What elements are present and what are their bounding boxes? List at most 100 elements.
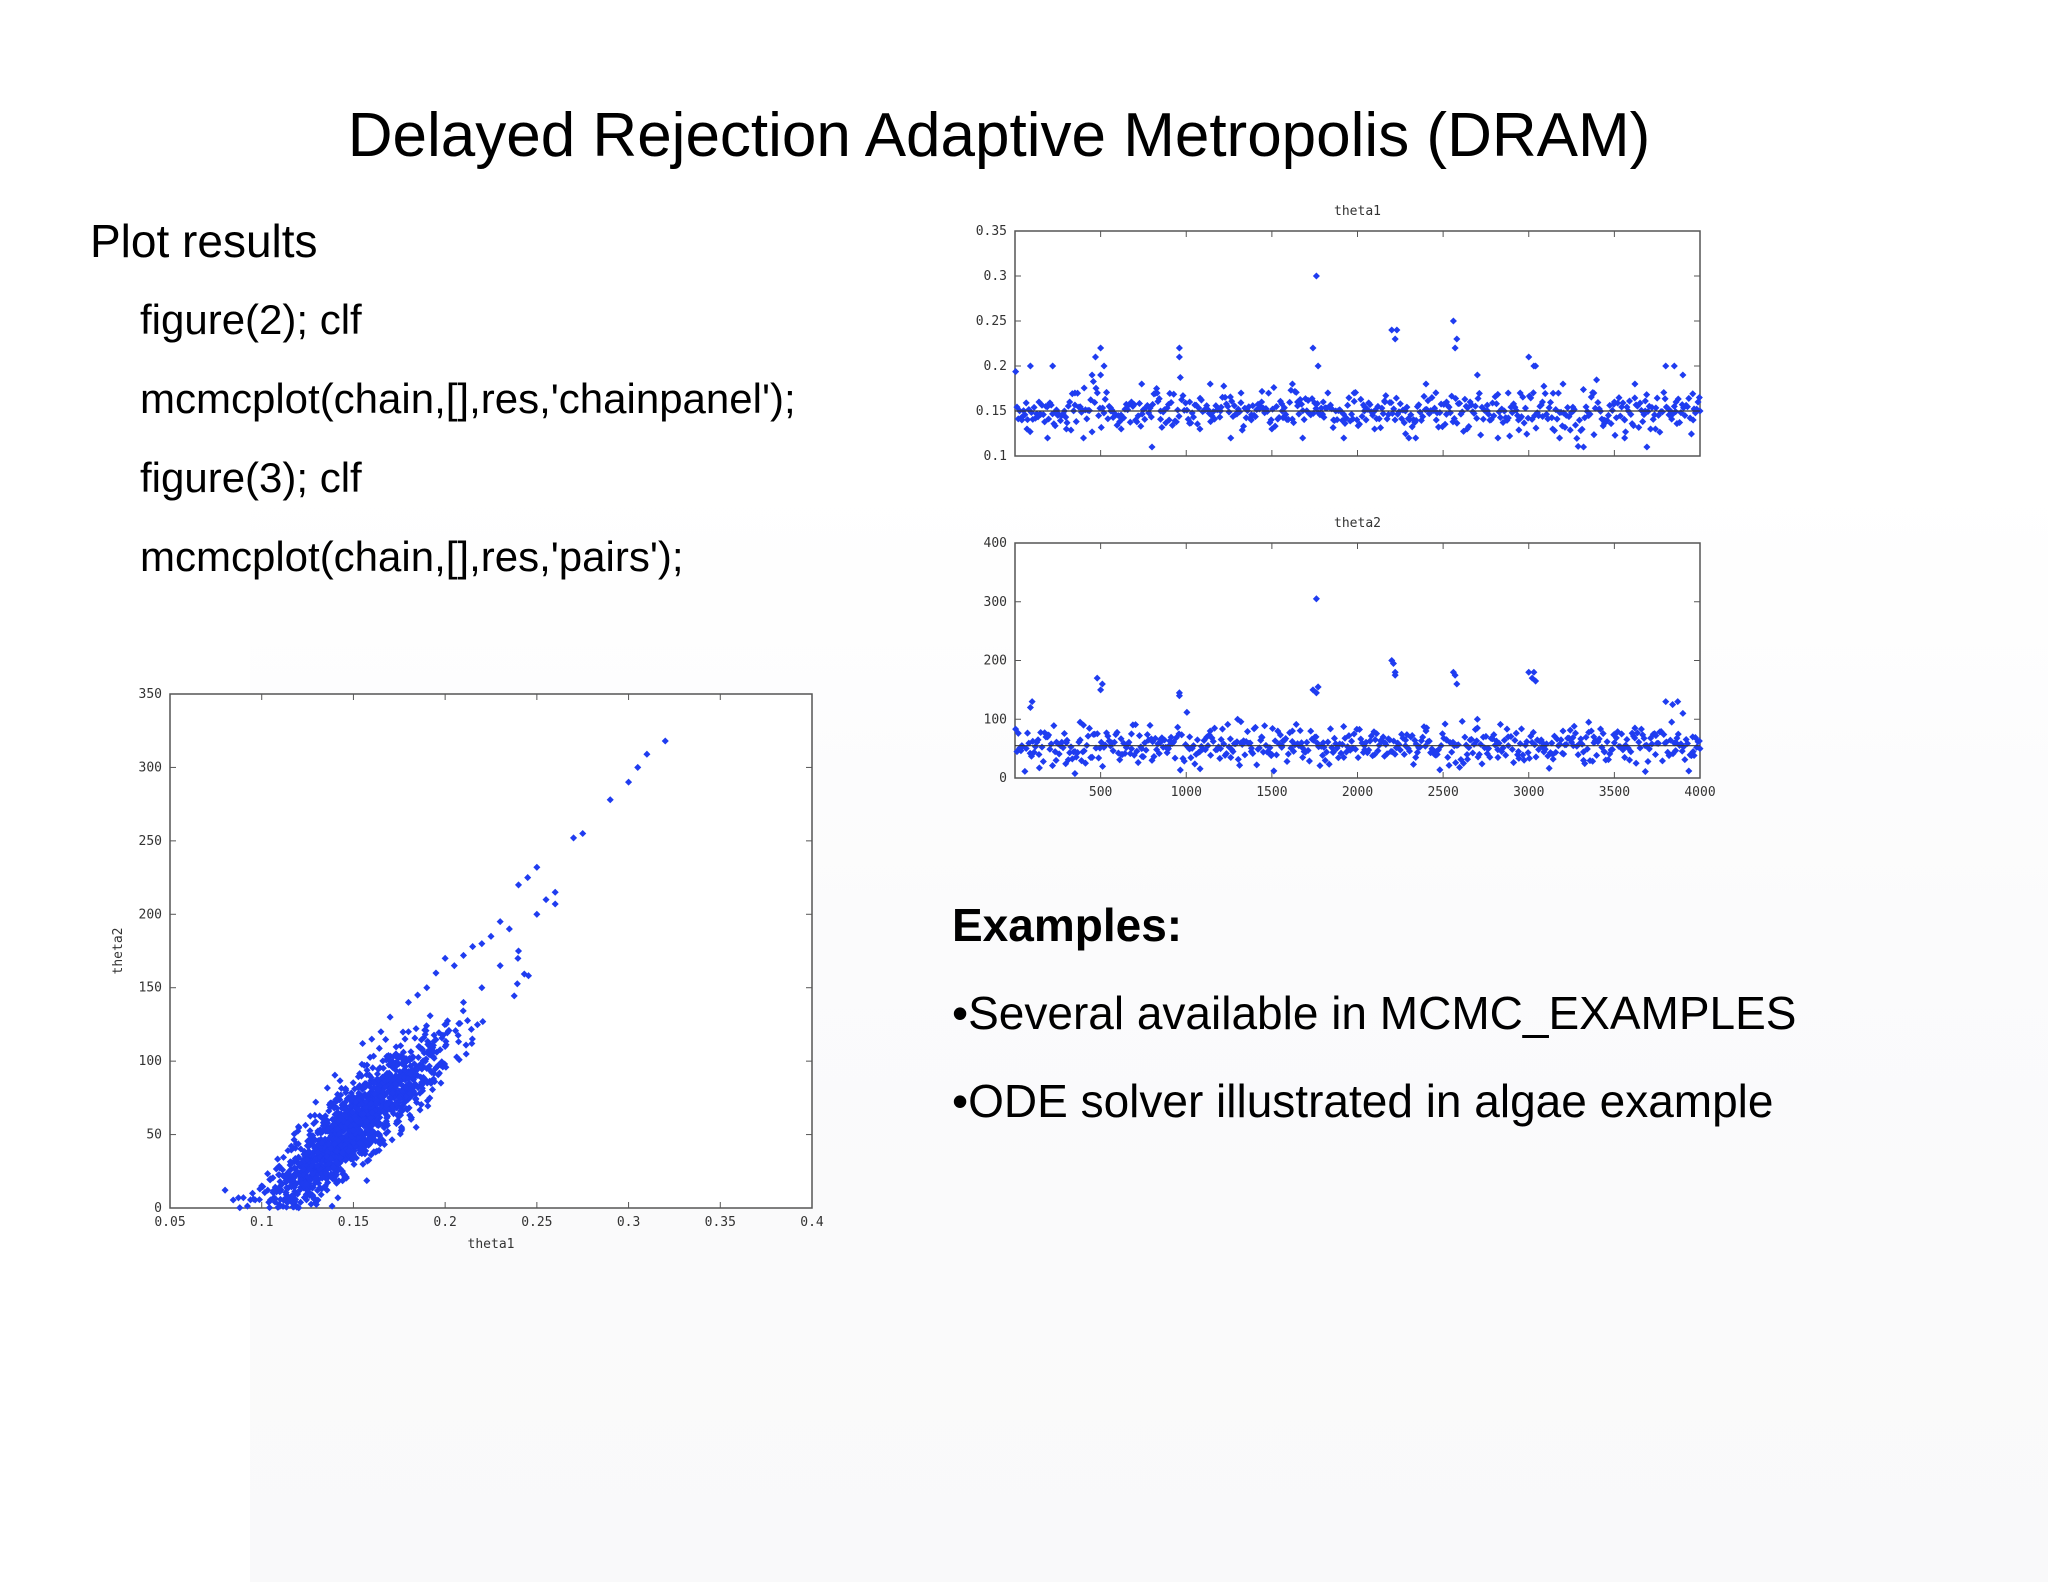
data-point <box>428 1086 437 1094</box>
data-point <box>1402 736 1410 744</box>
data-point <box>452 1027 460 1035</box>
data-point <box>1344 401 1352 409</box>
data-point <box>377 1028 385 1036</box>
data-point <box>1577 735 1585 743</box>
data-point <box>1661 395 1669 403</box>
data-point <box>1175 412 1183 420</box>
y-tick-label: 0.25 <box>976 314 1007 329</box>
data-point <box>464 1017 472 1025</box>
data-point <box>430 1069 438 1077</box>
y-tick-label: 200 <box>139 907 162 922</box>
data-point <box>1532 424 1540 432</box>
data-point <box>514 881 523 889</box>
data-point <box>1631 734 1639 742</box>
data-point <box>294 1140 302 1148</box>
data-point <box>410 1060 418 1068</box>
data-point <box>355 1105 363 1113</box>
data-point <box>1432 389 1440 397</box>
data-point <box>462 1050 470 1058</box>
data-point <box>370 1079 378 1087</box>
x-tick-label: 0.3 <box>617 1215 640 1230</box>
data-point <box>1453 419 1461 427</box>
data-point <box>333 1147 341 1155</box>
data-point <box>1590 733 1598 741</box>
data-point <box>1635 423 1643 431</box>
data-point <box>367 1151 375 1159</box>
data-point <box>1224 402 1232 411</box>
data-point <box>1172 418 1180 426</box>
data-point <box>319 1118 327 1126</box>
data-point <box>317 1191 325 1199</box>
data-point <box>306 1127 314 1135</box>
data-point <box>1299 753 1307 761</box>
data-point <box>283 1199 291 1207</box>
x-tick-label: 0.35 <box>705 1215 736 1230</box>
data-point <box>370 1090 378 1098</box>
section-heading: Plot results <box>90 215 318 267</box>
data-point <box>399 1060 407 1068</box>
chart-theta1-trace: theta1 0.1 0.15 0.2 0.25 0.3 0.35 <box>976 204 1704 464</box>
data-point <box>1521 404 1529 412</box>
data-point <box>1305 757 1313 765</box>
data-point <box>441 954 449 962</box>
data-point <box>373 1117 381 1125</box>
data-point <box>1295 410 1303 418</box>
data-point <box>459 951 468 959</box>
data-point <box>1451 344 1459 352</box>
x-tick-label: 0.15 <box>338 1215 369 1230</box>
data-point <box>417 1036 425 1044</box>
data-point <box>1104 415 1112 423</box>
data-point <box>1473 737 1481 745</box>
data-point <box>1641 397 1649 405</box>
data-point <box>1470 409 1478 417</box>
data-point <box>1402 430 1410 438</box>
data-point <box>383 1088 391 1096</box>
data-point <box>1083 415 1091 423</box>
x-tick-label: 4000 <box>1684 785 1715 800</box>
data-point <box>1316 762 1324 770</box>
data-point <box>396 1130 404 1138</box>
data-point <box>382 1111 390 1119</box>
data-point <box>348 1108 357 1116</box>
data-point <box>1611 431 1619 439</box>
data-point <box>401 1035 409 1043</box>
data-point <box>1100 362 1108 370</box>
data-point <box>372 1137 380 1145</box>
data-point <box>1494 753 1502 761</box>
data-point <box>1658 408 1666 416</box>
data-point <box>367 1100 375 1108</box>
x-tick-label: 0.2 <box>433 1215 456 1230</box>
y-axis-label: theta2 <box>111 928 126 975</box>
code-line: mcmcplot(chain,[],res,'chainpanel'); <box>140 375 796 422</box>
data-point <box>520 970 528 978</box>
data-point <box>1635 738 1643 746</box>
data-point <box>1560 750 1568 758</box>
data-point <box>1412 416 1420 424</box>
data-point <box>1288 727 1296 735</box>
data-point <box>1415 401 1423 409</box>
data-point <box>436 1061 444 1069</box>
data-point <box>1226 735 1234 743</box>
data-point <box>1494 434 1502 442</box>
data-point <box>376 1064 384 1072</box>
x-tick-label: 0.1 <box>250 1215 273 1230</box>
data-point <box>352 1116 360 1124</box>
y-tick-label: 0.3 <box>984 269 1007 284</box>
data-point <box>1443 736 1451 744</box>
data-point <box>1689 390 1697 398</box>
data-point <box>1443 398 1451 406</box>
data-point <box>1453 680 1461 688</box>
data-point <box>1579 386 1587 394</box>
data-point <box>1538 739 1546 747</box>
data-point <box>1515 754 1523 762</box>
data-point <box>399 1102 407 1110</box>
data-point <box>357 1100 365 1108</box>
data-point <box>368 1127 376 1135</box>
data-point <box>427 1079 435 1087</box>
data-point <box>1340 753 1348 761</box>
data-point <box>1189 413 1198 421</box>
data-point <box>327 1145 335 1153</box>
data-point <box>1525 754 1533 762</box>
data-point <box>1089 377 1097 386</box>
data-point <box>1473 414 1481 422</box>
